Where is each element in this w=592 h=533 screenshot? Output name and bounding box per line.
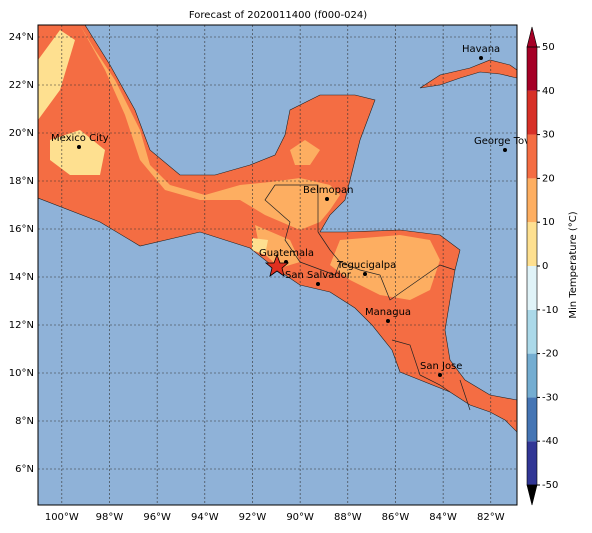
x-tick-label: 100°W (45, 512, 79, 523)
storm-star (264, 253, 290, 277)
y-tick-label: 16°N (9, 224, 34, 235)
map-frame (37, 24, 518, 506)
y-tick-label: 18°N (9, 176, 34, 187)
y-tick-label: 6°N (15, 464, 34, 475)
land-cuba (419, 59, 517, 89)
x-tick-label: 94°W (191, 512, 219, 523)
city-label: George Tov (474, 136, 530, 147)
city-label: San Salvador (285, 270, 352, 281)
city-label: Tegucigalpa (336, 260, 396, 271)
x-tick-label: 90°W (286, 512, 314, 523)
y-tick-label: 10°N (9, 368, 34, 379)
city-label: San Jose (420, 361, 462, 372)
city-marker (386, 319, 390, 323)
x-tick-label: 84°W (429, 512, 457, 523)
colorbar-band (527, 353, 537, 398)
y-tick-label: 22°N (9, 80, 34, 91)
city-label: Managua (365, 307, 411, 318)
graticule: 100°W 98°W 96°W 94°W 92°W 90°W 88°W 86°W 84°W 82°… (9, 25, 517, 523)
x-tick-label: 98°W (96, 512, 124, 523)
colorbar-tick-label: 10 (542, 217, 555, 228)
colorbar-tick-label: 20 (542, 173, 555, 184)
colorbar-extend-bottom (526, 484, 538, 506)
y-tick-label: 20°N (9, 128, 34, 139)
y-tick-label: 24°N (9, 32, 34, 43)
colorbar-band (527, 47, 537, 91)
x-tick-label: 92°W (239, 512, 267, 523)
city-marker (325, 197, 329, 201)
land-mexico-central-america (38, 25, 517, 433)
y-tick-label: 12°N (9, 320, 34, 331)
land-mild-region (38, 30, 268, 255)
cities: Havana Mexico City George Tov Belmopan Guate… (51, 44, 530, 377)
colorbar-tick-label: -10 (542, 305, 558, 316)
x-tick-label: 82°W (477, 512, 505, 523)
city-label: Havana (462, 44, 500, 55)
colorbar-tick-label: -50 (542, 480, 558, 491)
y-tick-label: 14°N (9, 272, 34, 283)
colorbar-tick-label: -40 (542, 436, 558, 447)
colorbar-tick-label: -30 (542, 392, 558, 403)
colorbar-band (527, 441, 537, 485)
colorbar-band (527, 134, 537, 179)
colorbar-tick-label: 0 (542, 261, 548, 272)
colorbar-band (527, 222, 537, 266)
colorbar-tick-label: -20 (542, 349, 558, 360)
colorbar-band (527, 266, 537, 310)
colorbar-label: Min Temperature (°C) (568, 211, 579, 318)
x-tick-label: 88°W (334, 512, 362, 523)
city-marker (438, 373, 442, 377)
land-warm-region (38, 25, 440, 300)
map-title: Forecast of 2020011400 (f000-024) (189, 10, 367, 21)
colorbar-band (527, 397, 537, 442)
city-marker (363, 272, 367, 276)
colorbar-tick-label: 50 (542, 42, 555, 53)
colorbar-band (527, 309, 537, 354)
colorbar-extend-top (526, 26, 538, 48)
city-marker (77, 145, 81, 149)
colorbar: -50 -40 -30 -20 -10 0 10 20 30 40 50 (526, 26, 558, 506)
city-marker (316, 282, 320, 286)
city-label: Mexico City (51, 133, 109, 144)
colorbar-tick-label: 40 (542, 86, 555, 97)
colorbar-band (527, 178, 537, 223)
city-label: Belmopan (303, 185, 353, 196)
x-tick-label: 96°W (143, 512, 171, 523)
city-marker (479, 56, 483, 60)
colorbar-band (527, 90, 537, 135)
y-tick-label: 8°N (15, 416, 34, 427)
x-tick-label: 86°W (382, 512, 410, 523)
city-label: Guatemala (259, 248, 314, 259)
country-borders (264, 184, 471, 411)
city-marker (503, 148, 507, 152)
map-area (38, 25, 517, 505)
colorbar-tick-label: 30 (542, 130, 555, 141)
